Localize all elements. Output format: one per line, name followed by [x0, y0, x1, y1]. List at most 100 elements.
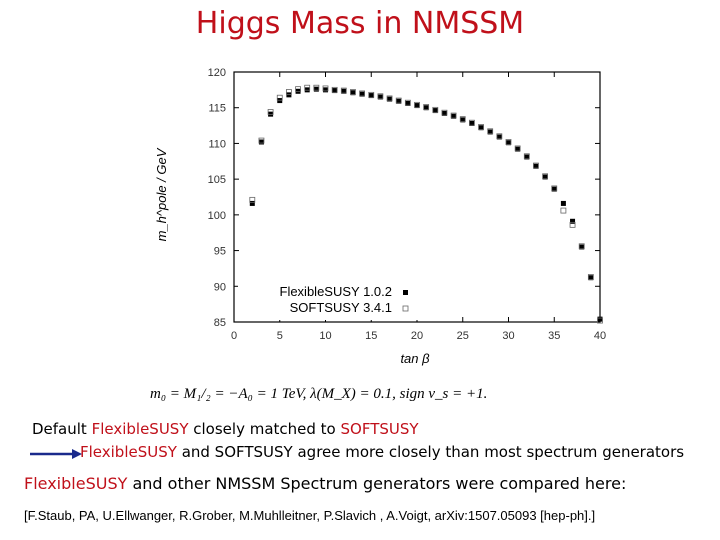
data-point-flexiblesusy	[396, 98, 402, 104]
data-point-softsusy	[377, 93, 384, 100]
data-point-flexiblesusy	[377, 94, 383, 100]
legend-marker-softsusy	[402, 305, 409, 312]
x-tick-label: 40	[594, 330, 606, 342]
note-line-3-flexiblesusy: FlexibleSUSY	[24, 474, 128, 493]
data-point-flexiblesusy	[487, 129, 493, 135]
series-softsusy	[249, 84, 603, 324]
data-point-flexiblesusy	[469, 120, 475, 126]
data-point-softsusy	[295, 86, 301, 93]
data-point-softsusy	[496, 133, 503, 140]
data-point-flexiblesusy	[387, 96, 393, 102]
note-line-2: FlexibleSUSY and SOFTSUSY agree more clo…	[80, 443, 684, 461]
data-point-flexiblesusy	[323, 87, 328, 93]
x-tick-label: 30	[502, 330, 514, 342]
parameter-formula: m₀ = M₁/₂ = −A₀ = 1 TeV, λ(M_X) = 0.1, s…	[150, 386, 488, 402]
data-point-flexiblesusy	[368, 93, 374, 99]
y-tick-label: 105	[208, 174, 226, 186]
data-point-flexiblesusy	[542, 174, 548, 180]
data-point-flexiblesusy	[451, 113, 457, 119]
data-point-flexiblesusy	[350, 90, 356, 96]
data-point-softsusy	[523, 153, 530, 160]
x-tick-label: 35	[548, 330, 560, 342]
x-tick-label: 5	[277, 330, 283, 342]
y-tick-label: 110	[208, 138, 226, 150]
data-point-softsusy	[569, 221, 576, 228]
data-point-softsusy	[487, 128, 494, 135]
data-point-softsusy	[533, 162, 539, 169]
arrow-icon	[30, 449, 82, 459]
note-line-2-flexiblesusy: FlexibleSUSY	[80, 443, 177, 461]
y-tick-label: 85	[214, 317, 226, 329]
note-line-1-softsusy: SOFTSUSY	[340, 420, 419, 438]
data-point-softsusy	[395, 97, 402, 104]
data-point-flexiblesusy	[414, 103, 420, 109]
data-point-flexiblesusy	[515, 146, 521, 152]
data-point-flexiblesusy	[405, 100, 411, 106]
note-line-1: Default FlexibleSUSY closely matched to …	[32, 420, 419, 438]
y-axis-label: m_h^pole / GeV	[154, 147, 169, 241]
data-point-softsusy	[331, 86, 338, 93]
y-tick-label: 95	[214, 246, 226, 258]
data-point-softsusy	[597, 317, 603, 324]
data-point-flexiblesusy	[313, 86, 319, 92]
y-tick-label: 90	[214, 281, 226, 293]
data-point-softsusy	[304, 84, 311, 91]
data-point-flexiblesusy	[249, 200, 255, 206]
data-point-softsusy	[350, 89, 356, 95]
data-point-flexiblesusy	[533, 163, 539, 169]
data-point-softsusy	[414, 101, 420, 108]
y-tick-label: 120	[208, 67, 226, 79]
data-point-softsusy	[322, 85, 329, 92]
data-point-softsusy	[468, 119, 475, 126]
data-point-flexiblesusy	[579, 244, 585, 250]
data-point-flexiblesusy	[588, 275, 594, 281]
x-tick-label: 0	[231, 330, 237, 342]
data-point-softsusy	[514, 145, 521, 152]
data-point-softsusy	[285, 89, 292, 95]
y-tick-label: 100	[208, 210, 226, 222]
data-point-softsusy	[368, 91, 375, 98]
data-point-softsusy	[441, 109, 448, 116]
data-point-softsusy	[551, 185, 558, 192]
data-point-softsusy	[276, 94, 283, 101]
note-line-2-rest: and SOFTSUSY agree more closely than mos…	[176, 443, 685, 461]
data-point-softsusy	[542, 173, 549, 180]
note-line-1-prefix: Default	[32, 420, 92, 438]
data-point-softsusy	[267, 109, 274, 115]
data-point-flexiblesusy	[570, 218, 576, 224]
data-point-flexiblesusy	[551, 186, 557, 192]
data-point-softsusy	[386, 95, 393, 102]
note-line-1-flexiblesusy: FlexibleSUSY	[91, 420, 189, 438]
data-point-flexiblesusy	[332, 88, 338, 94]
data-point-flexiblesusy	[258, 139, 264, 145]
data-point-softsusy	[478, 124, 484, 130]
data-point-flexiblesusy	[597, 316, 603, 322]
data-point-softsusy	[313, 84, 320, 91]
slide-title: Higgs Mass in NMSSM	[195, 6, 525, 41]
data-point-softsusy	[359, 90, 366, 97]
y-tick-label: 115	[208, 103, 226, 115]
data-point-flexiblesusy	[432, 108, 438, 114]
x-tick-label: 10	[319, 330, 331, 342]
note-line-3-rest: and other NMSSM Spectrum generators were…	[127, 474, 627, 493]
data-point-softsusy	[560, 207, 567, 214]
data-point-softsusy	[587, 274, 594, 280]
data-point-flexiblesusy	[359, 91, 365, 97]
data-point-flexiblesusy	[524, 154, 530, 160]
legend-label: SOFTSUSY 3.4.1	[290, 300, 392, 315]
note-line-1-mid: closely matched to	[188, 420, 341, 438]
data-point-flexiblesusy	[460, 117, 466, 123]
legend-label: FlexibleSUSY 1.0.2	[280, 284, 393, 299]
x-tick-label: 20	[411, 330, 423, 342]
data-point-softsusy	[258, 137, 265, 144]
data-point-softsusy	[432, 106, 439, 113]
legend-box	[238, 282, 418, 320]
data-point-softsusy	[340, 87, 347, 94]
data-point-softsusy	[505, 139, 512, 145]
data-point-softsusy	[404, 99, 411, 106]
data-point-softsusy	[249, 196, 256, 203]
x-tick-label: 25	[457, 330, 469, 342]
data-point-flexiblesusy	[560, 200, 566, 206]
data-point-softsusy	[450, 112, 457, 119]
reference-citation: [F.Staub, PA, U.Ellwanger, R.Grober, M.M…	[24, 508, 596, 523]
